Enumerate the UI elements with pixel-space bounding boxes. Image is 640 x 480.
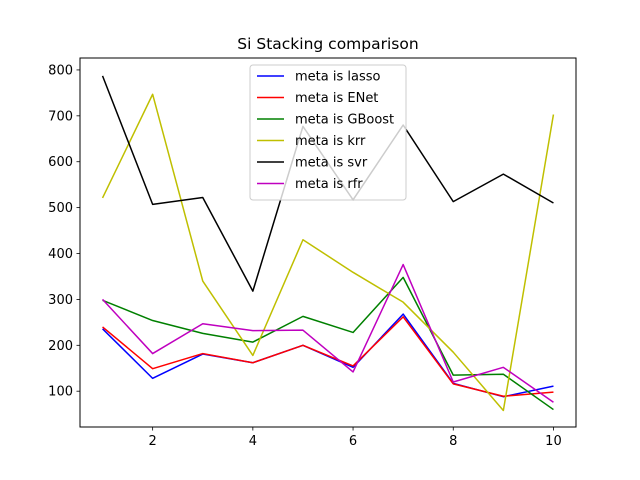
x-tick-label-2: 6 [349,434,357,449]
series-line-5 [101,263,554,403]
y-tick-label-0: 100 [48,385,73,400]
x-axis: 2 4 6 8 10 [149,427,562,449]
x-tick-label-4: 10 [545,434,562,449]
legend-label-3: meta is krr [295,134,366,149]
legend-label-2: meta is GBoost [295,113,394,128]
chart-title: Si Stacking comparison [237,35,418,53]
y-tick-label-5: 600 [48,155,73,170]
x-tick-label-0: 2 [149,434,157,449]
legend-box [249,64,407,201]
axes-frame [79,57,577,428]
legend-label-4: meta is svr [295,156,368,171]
y-tick-label-6: 700 [48,109,73,124]
x-tick-label-3: 8 [449,434,457,449]
y-tick-label-2: 300 [48,293,73,308]
y-tick-label-1: 200 [48,339,73,354]
series-line-1 [102,316,554,397]
y-axis: 100 200 300 400 500 600 700 800 [48,63,80,400]
legend-label-1: meta is ENet [295,91,378,106]
series-line-3 [101,93,555,412]
legend-label-0: meta is lasso [295,70,380,85]
y-tick-label-7: 800 [48,63,73,78]
legend: meta is lasso meta is ENet meta is GBoost m… [249,64,407,201]
x-tick-label-1: 4 [249,434,257,449]
y-tick-label-4: 500 [48,201,73,216]
y-tick-label-3: 400 [48,247,73,262]
legend-label-5: meta is rfr [295,177,363,192]
